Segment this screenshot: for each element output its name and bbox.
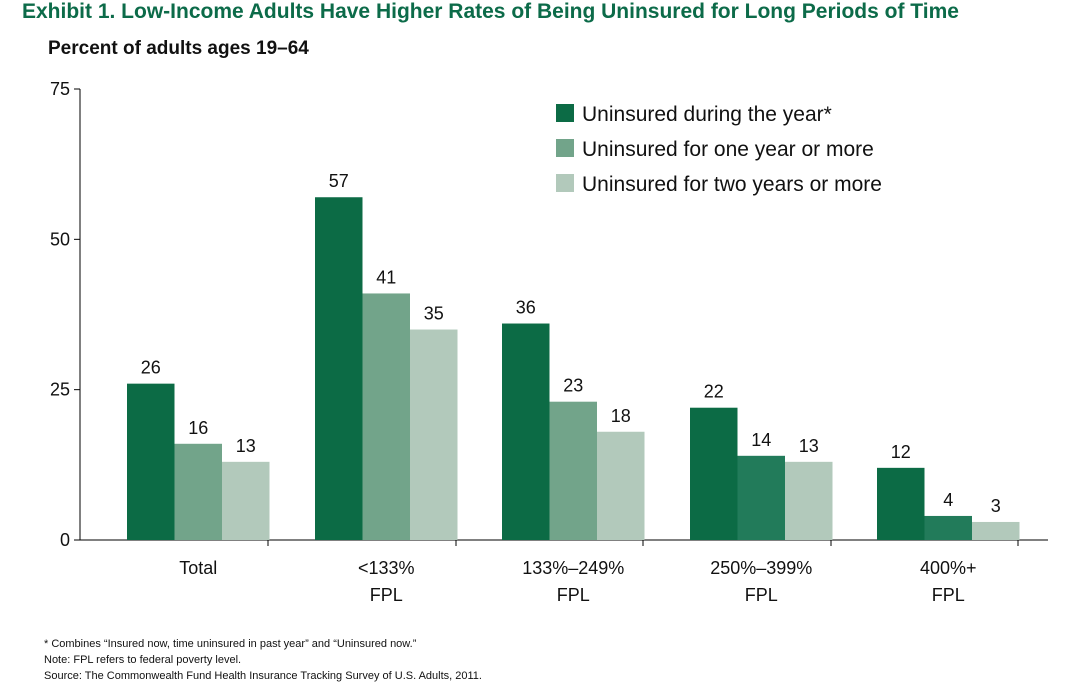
data-label: 13 (799, 436, 819, 456)
category-label: Total (179, 558, 217, 578)
footnote: * Combines “Insured now, time uninsured … (44, 638, 417, 650)
bar (597, 431, 645, 540)
data-label: 13 (236, 436, 256, 456)
legend-swatch (556, 174, 574, 192)
legend-swatch (556, 139, 574, 157)
category-label: 400%+ (920, 558, 977, 578)
chart-title: Exhibit 1. Low-Income Adults Have Higher… (22, 0, 959, 23)
data-label: 4 (943, 490, 953, 510)
bar (972, 521, 1020, 540)
data-label: 23 (563, 376, 583, 396)
bar (362, 293, 410, 540)
legend-swatch (556, 104, 574, 122)
data-label: 14 (751, 430, 771, 450)
category-label: FPL (557, 585, 590, 605)
bar (410, 329, 458, 540)
bar (924, 515, 972, 540)
bar (737, 455, 785, 540)
data-label: 26 (141, 358, 161, 378)
category-label: 250%–399% (710, 558, 812, 578)
bar (785, 461, 833, 540)
y-tick-label: 75 (50, 79, 70, 99)
category-label: <133% (358, 558, 415, 578)
data-label: 12 (891, 442, 911, 462)
data-label: 57 (329, 171, 349, 191)
y-tick-label: 50 (50, 229, 70, 249)
data-label: 18 (611, 406, 631, 426)
chart-subtitle: Percent of adults ages 19–64 (48, 38, 309, 59)
category-label: FPL (745, 585, 778, 605)
data-label: 36 (516, 298, 536, 318)
bar (502, 323, 550, 540)
category-label: 133%–249% (522, 558, 624, 578)
category-label: FPL (932, 585, 965, 605)
bar (315, 197, 363, 541)
bar (174, 443, 222, 540)
legend-label: Uninsured for two years or more (582, 173, 882, 196)
chart-notes: * Combines “Insured now, time uninsured … (44, 636, 482, 684)
legend-label: Uninsured for one year or more (582, 138, 874, 161)
data-label: 3 (991, 496, 1001, 516)
data-label: 41 (376, 267, 396, 287)
bar (690, 407, 738, 540)
note-fpl: Note: FPL refers to federal poverty leve… (44, 654, 242, 666)
data-label: 16 (188, 418, 208, 438)
y-tick-label: 0 (60, 530, 70, 550)
bar (877, 467, 925, 540)
y-tick-label: 25 (50, 380, 70, 400)
source-note: Source: The Commonwealth Fund Health Ins… (44, 670, 482, 682)
bar (549, 401, 597, 540)
data-label: 35 (424, 304, 444, 324)
bar (222, 461, 270, 540)
legend-label: Uninsured during the year* (582, 103, 832, 126)
data-label: 22 (704, 382, 724, 402)
category-label: FPL (370, 585, 403, 605)
bar (127, 383, 175, 540)
